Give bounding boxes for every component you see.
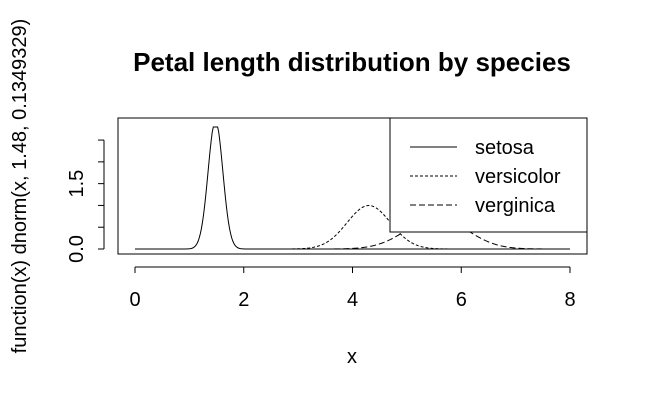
x-axis-label: x (347, 346, 357, 368)
series-line-setosa (135, 126, 570, 250)
legend-box (389, 117, 588, 233)
x-tick-label: 4 (347, 289, 358, 311)
legend-label-verginica: verginica (475, 195, 556, 217)
y-axis: 0.0 1.5 (66, 139, 105, 263)
x-axis: 0 2 4 6 8 (129, 266, 576, 311)
x-tick-label: 8 (564, 289, 575, 311)
series-line-verginica (325, 216, 543, 250)
legend-label-versicolor: versicolor (475, 166, 561, 188)
legend: setosa versicolor verginica (389, 117, 588, 233)
x-tick-label: 2 (238, 289, 249, 311)
y-axis-label: function(x) dnorm(x, 1.48, 0.1349329) (9, 19, 31, 354)
density-curves (135, 126, 570, 250)
y-tick-label: 0.0 (66, 235, 88, 263)
x-tick-label: 0 (129, 289, 140, 311)
chart-title: Petal length distribution by species (133, 47, 571, 77)
y-tick-label: 1.5 (66, 170, 88, 198)
legend-items: setosa versicolor verginica (410, 137, 561, 217)
x-tick-label: 6 (456, 289, 467, 311)
legend-label-setosa: setosa (475, 137, 535, 159)
series-line-versicolor (287, 205, 462, 250)
